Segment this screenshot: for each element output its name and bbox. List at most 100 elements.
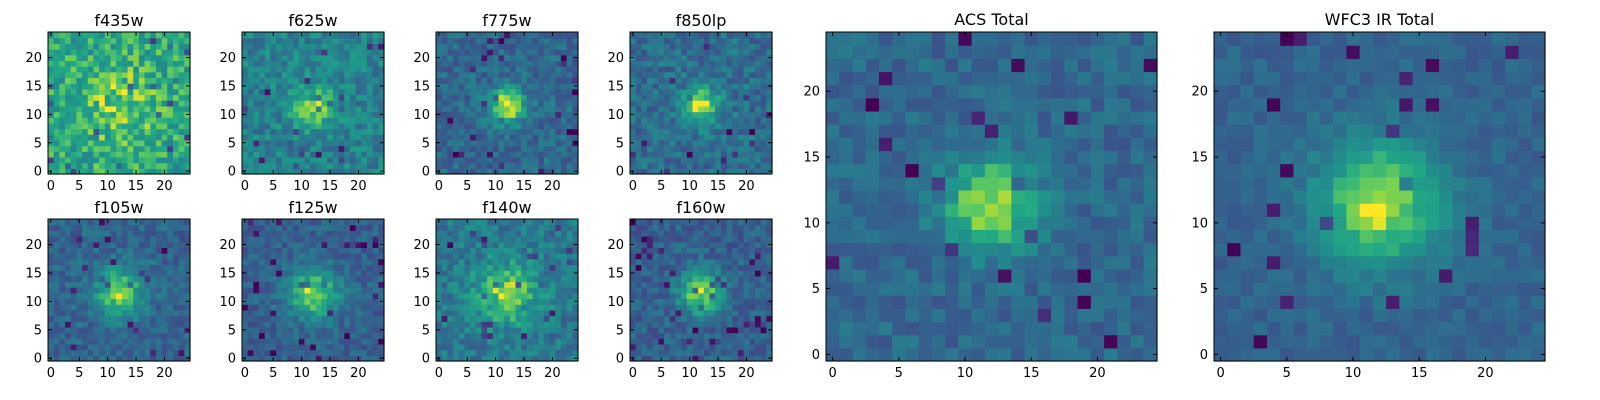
heatmap-cell xyxy=(281,168,289,175)
heatmap-cell xyxy=(315,298,323,305)
heatmap-cell xyxy=(315,88,323,96)
heatmap-cell xyxy=(264,264,271,271)
heatmap-cell xyxy=(372,275,379,283)
heatmap-cell xyxy=(692,326,699,334)
heatmap-cell xyxy=(167,128,174,135)
heatmap-cell xyxy=(65,88,72,96)
heatmap-cell xyxy=(464,71,471,79)
heatmap-cell xyxy=(155,275,163,283)
heatmap-cell xyxy=(178,270,185,277)
heatmap-cell xyxy=(743,304,750,311)
heatmap-cell xyxy=(652,88,659,96)
heatmap-cell xyxy=(104,304,112,311)
heatmap-cell xyxy=(760,66,767,73)
heatmap-cell xyxy=(127,224,134,231)
heatmap-cell xyxy=(361,134,368,141)
heatmap-cell xyxy=(150,275,157,283)
heatmap-cell xyxy=(99,88,106,96)
heatmap-cell xyxy=(681,151,688,158)
heatmap-cell xyxy=(492,326,500,334)
heatmap-cell xyxy=(652,105,659,113)
heatmap-cell xyxy=(172,71,180,79)
heatmap-cell xyxy=(681,338,688,345)
heatmap-cell xyxy=(521,139,528,147)
heatmap-cell xyxy=(515,145,522,152)
heatmap-cell xyxy=(82,151,89,158)
heatmap-cell xyxy=(361,304,368,311)
heatmap-cell xyxy=(492,128,500,135)
heatmap-cell xyxy=(658,281,665,288)
heatmap-cell xyxy=(287,134,294,141)
heatmap-cell xyxy=(652,100,659,107)
heatmap-cell xyxy=(498,37,505,44)
heatmap-cell xyxy=(287,100,294,107)
heatmap-cell xyxy=(93,60,100,67)
heatmap-cell xyxy=(264,117,271,124)
heatmap-cell xyxy=(110,43,117,50)
heatmap-cell xyxy=(475,77,483,84)
heatmap-cell xyxy=(675,304,682,311)
heatmap-cell xyxy=(720,321,728,328)
heatmap-cell xyxy=(167,83,174,90)
heatmap-cell xyxy=(498,162,505,169)
heatmap-cell xyxy=(378,253,385,260)
heatmap-cell xyxy=(172,304,180,311)
heatmap-cell xyxy=(116,236,123,243)
heatmap-cell xyxy=(76,128,83,135)
heatmap-cell xyxy=(453,139,460,147)
heatmap-cell xyxy=(287,151,294,158)
heatmap-cell xyxy=(127,122,134,130)
heatmap-cell xyxy=(82,332,89,339)
heatmap-cell xyxy=(144,275,151,283)
heatmap-cell xyxy=(441,292,448,300)
heatmap-cell xyxy=(355,117,362,124)
heatmap-cell xyxy=(504,230,511,237)
heatmap-cell xyxy=(76,309,83,317)
heatmap-cell xyxy=(647,162,654,169)
heatmap-cell xyxy=(647,49,654,56)
heatmap-cell xyxy=(315,258,323,266)
heatmap-cell xyxy=(572,134,579,141)
heatmap-cell xyxy=(253,355,260,362)
heatmap-cell xyxy=(264,304,271,311)
heatmap-cell xyxy=(572,349,579,356)
heatmap-cell xyxy=(287,253,294,260)
heatmap-cell xyxy=(686,54,694,61)
heatmap-cell xyxy=(743,338,750,345)
heatmap-cell xyxy=(264,156,271,164)
heatmap-cell xyxy=(138,219,146,226)
heatmap-cell xyxy=(492,230,500,237)
heatmap-cell xyxy=(155,60,163,67)
heatmap-cell xyxy=(458,71,465,79)
heatmap-cell xyxy=(76,236,83,243)
heatmap-cell xyxy=(681,326,688,334)
heatmap-cell xyxy=(549,275,556,283)
heatmap-cell xyxy=(453,111,460,118)
heatmap-cell xyxy=(720,332,728,339)
heatmap-cell xyxy=(481,253,488,260)
heatmap-cell xyxy=(144,156,151,164)
heatmap-cell xyxy=(259,94,266,101)
heatmap-cell xyxy=(133,139,140,147)
heatmap-cell xyxy=(555,151,562,158)
heatmap-cell xyxy=(760,332,767,339)
heatmap-cell xyxy=(492,241,500,248)
heatmap-cell xyxy=(698,83,705,90)
heatmap-cell xyxy=(121,219,129,226)
heatmap-cell xyxy=(447,258,454,266)
heatmap-cell xyxy=(344,343,351,351)
heatmap-cell xyxy=(167,100,174,107)
heatmap-cell xyxy=(521,332,528,339)
heatmap-cell xyxy=(59,88,66,96)
heatmap-cell xyxy=(681,71,688,79)
heatmap-cell xyxy=(287,281,294,288)
heatmap-cell xyxy=(247,292,254,300)
heatmap-cell xyxy=(59,241,66,248)
heatmap-cell xyxy=(481,219,488,226)
heatmap-cell xyxy=(464,292,471,300)
heatmap-cell xyxy=(464,66,471,73)
heatmap-cell xyxy=(737,349,745,356)
heatmap-cell xyxy=(127,338,134,345)
heatmap-cell xyxy=(161,264,168,271)
heatmap-cell xyxy=(287,49,294,56)
